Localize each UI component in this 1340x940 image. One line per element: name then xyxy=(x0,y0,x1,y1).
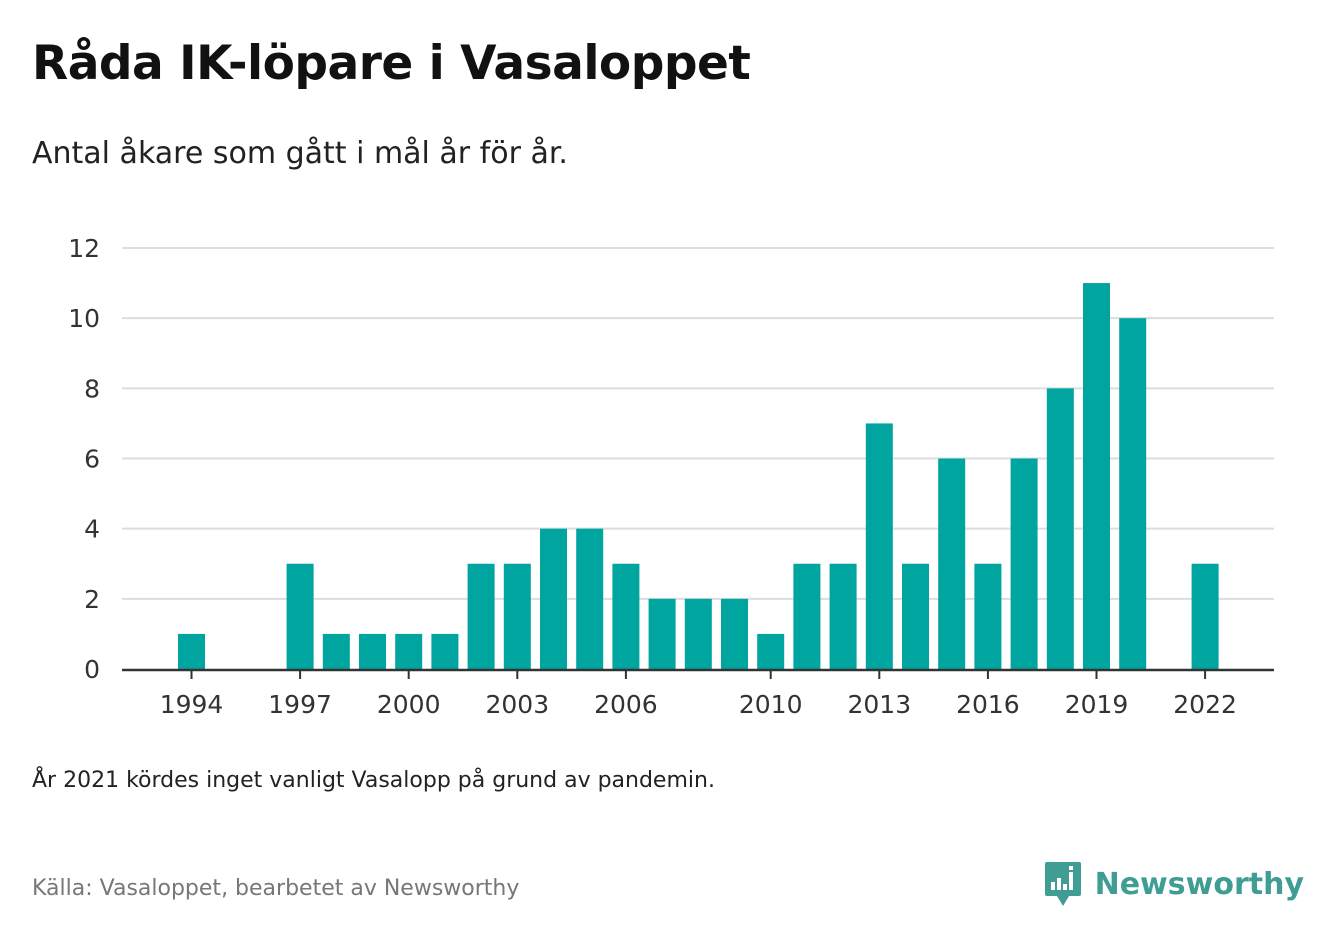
bar xyxy=(178,633,205,669)
bar xyxy=(286,563,314,669)
bar xyxy=(395,633,423,669)
bar xyxy=(793,563,821,669)
bar xyxy=(865,423,893,669)
x-tick-label: 2016 xyxy=(956,690,1020,719)
y-tick-label: 10 xyxy=(68,304,100,333)
bar xyxy=(467,563,495,669)
x-tick-label: 1997 xyxy=(268,690,332,719)
x-tick-label: 2003 xyxy=(485,690,549,719)
bar xyxy=(829,563,857,669)
y-tick-label: 2 xyxy=(84,585,100,614)
brand-logo: Newsworthy xyxy=(1043,860,1304,908)
x-tick-label: 2000 xyxy=(377,690,441,719)
x-tick-label: 2019 xyxy=(1065,690,1129,719)
x-tick-label: 2013 xyxy=(847,690,911,719)
bar xyxy=(902,563,929,669)
x-tick-label: 2010 xyxy=(739,690,803,719)
bar xyxy=(974,563,1002,669)
chart-title: Råda IK-löpare i Vasaloppet xyxy=(32,36,751,91)
bar xyxy=(540,528,567,669)
y-tick-label: 12 xyxy=(68,234,100,263)
bar xyxy=(721,598,748,669)
axes: 0 2 4 6 8 10 12 1994 1997 2000 2003 2006 2010 2013 201… xyxy=(68,234,1274,719)
y-tick-label: 8 xyxy=(84,374,100,403)
chart-subtitle: Antal åkare som gått i mål år för år. xyxy=(32,136,568,171)
newsworthy-logo-icon xyxy=(1044,862,1081,906)
bar xyxy=(938,458,966,669)
bar xyxy=(1119,318,1147,669)
bar xyxy=(1010,458,1038,669)
source-text: Källa: Vasaloppet, bearbetet av Newswort… xyxy=(32,876,520,901)
bar xyxy=(757,633,785,669)
y-tick-label: 6 xyxy=(84,445,100,474)
bar-chart: 0 2 4 6 8 10 12 1994 1997 2000 2003 2006 2010 2013 201… xyxy=(68,234,1274,719)
bar xyxy=(359,633,386,669)
bar xyxy=(503,563,531,669)
bar xyxy=(1191,563,1219,669)
x-tick-label: 2006 xyxy=(594,690,658,719)
chart-note: År 2021 kördes inget vanligt Vasalopp på… xyxy=(32,768,715,793)
y-tick-label: 4 xyxy=(84,515,100,544)
bar xyxy=(576,528,604,669)
bar xyxy=(648,598,676,669)
y-tick-label: 0 xyxy=(84,655,100,684)
brand-name: Newsworthy xyxy=(1094,866,1304,902)
bar xyxy=(612,563,640,669)
bar xyxy=(322,633,350,669)
x-tick-label: 2022 xyxy=(1173,690,1237,719)
bar xyxy=(684,598,712,669)
bar xyxy=(1046,388,1074,669)
x-tick-label: 1994 xyxy=(160,690,224,719)
bar xyxy=(431,633,459,669)
bar xyxy=(1083,283,1110,669)
bars xyxy=(178,283,1219,669)
